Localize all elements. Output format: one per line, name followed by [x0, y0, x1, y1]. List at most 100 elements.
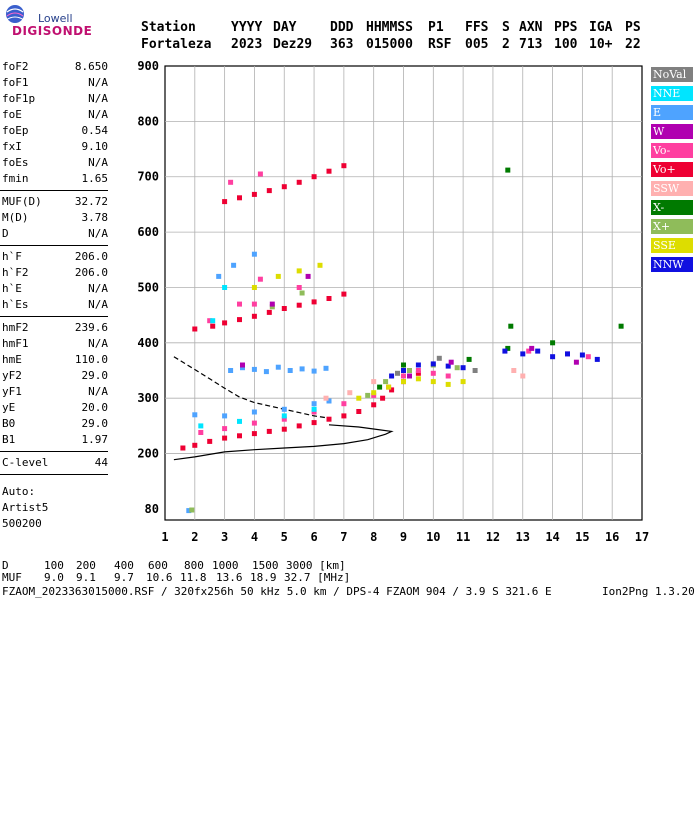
echo-point-vo — [326, 416, 332, 422]
param-value: 32.72 — [74, 195, 108, 208]
param-row: h`F2 206.0 — [2, 265, 108, 281]
header-value-p1: RSF — [428, 37, 452, 52]
echo-point-nnw — [415, 362, 421, 368]
header-label-ddd: DDD — [330, 20, 354, 35]
param-name: fxI — [2, 140, 22, 153]
echo-point-vo — [237, 317, 242, 323]
legend-item-x: X- — [651, 200, 693, 215]
param-row: MUF(D) 32.72 — [2, 194, 108, 210]
param-value: 239.6 — [74, 321, 108, 334]
footer-muf-value: 9.0 — [44, 571, 64, 584]
x-tick-label: 2 — [191, 530, 198, 544]
y-tick-label: 200 — [137, 447, 159, 461]
footer-file-info: FZAOM_2023363015000.RSF / 320fx256h 50 k… — [2, 585, 552, 598]
echo-point-nnw — [460, 365, 466, 371]
param-value: N/A — [88, 227, 108, 240]
echo-point-w — [407, 373, 412, 379]
echo-point-vo — [281, 416, 287, 422]
param-row: fxI 9.10 — [2, 139, 108, 155]
echo-point-vo — [415, 368, 421, 373]
echo-point-vo — [311, 174, 317, 180]
echo-point-vo — [237, 195, 242, 201]
footer-d-value: 200 — [76, 559, 96, 572]
echo-point-nnw — [535, 348, 541, 354]
param-row: yF1 N/A — [2, 384, 108, 400]
param-row: h`Es N/A — [2, 297, 108, 313]
legend-item-vo: Vo+ — [651, 162, 693, 177]
header-label-pps: PPS — [554, 20, 578, 35]
echo-point-vo — [251, 420, 257, 426]
echo-point-noval — [436, 355, 442, 361]
echo-point-vo — [192, 442, 198, 448]
echo-point-vo — [341, 163, 347, 169]
echo-point-x — [189, 507, 195, 513]
scaled-parameters-panel: foF2 8.650 foF1 N/A foF1p N/A foE N/A foEp 0.54 fx… — [0, 59, 112, 479]
echo-point-w — [573, 359, 579, 365]
echo-point-vo — [257, 171, 263, 177]
footer-d-value: 600 — [148, 559, 168, 572]
x-tick-label: 12 — [486, 530, 500, 544]
param-value: 44 — [94, 456, 108, 469]
echo-point-sse — [356, 395, 362, 401]
param-name: C-level — [2, 456, 49, 469]
y-tick-label: 600 — [137, 225, 159, 239]
param-row: fmin 1.65 — [2, 171, 108, 187]
echo-point-x — [466, 356, 472, 362]
x-tick-label: 8 — [370, 530, 377, 544]
echo-point-nnw — [430, 361, 436, 367]
x-tick-label: 11 — [456, 530, 470, 544]
param-value: N/A — [88, 298, 108, 311]
legend-item-nnw: NNW — [651, 257, 693, 272]
echo-point-vo — [430, 370, 436, 376]
y-tick-label: 700 — [137, 170, 159, 184]
y-tick-label: 80 — [145, 502, 159, 516]
echo-point-x — [377, 384, 383, 390]
echo-point-vo — [371, 402, 377, 408]
param-value: N/A — [88, 282, 108, 295]
x-tick-label: 5 — [281, 530, 288, 544]
echo-point-vo — [222, 435, 228, 441]
echo-point-vo — [198, 430, 204, 435]
footer-muf-value: 10.6 — [146, 571, 173, 584]
param-separator — [0, 316, 108, 317]
echo-point-vo — [526, 348, 532, 354]
echo-point-vo — [192, 326, 198, 332]
header-label-ffs: FFS — [465, 20, 489, 35]
echo-point-x — [269, 304, 275, 310]
echo-point-x — [454, 365, 460, 371]
echo-point-sse — [460, 379, 466, 385]
echo-point-noval — [395, 370, 400, 376]
x-tick-label: 3 — [221, 530, 228, 544]
echo-point-nne — [311, 406, 317, 412]
echo-point-x — [401, 362, 406, 368]
echo-point-e — [287, 368, 293, 373]
echo-point-e — [216, 273, 222, 279]
param-separator — [0, 474, 108, 475]
y-tick-label: 900 — [137, 59, 159, 73]
param-row: B0 29.0 — [2, 416, 108, 432]
echo-point-vo — [222, 199, 228, 205]
param-name: foE — [2, 108, 22, 121]
param-name: h`Es — [2, 298, 29, 311]
echo-point-e — [263, 369, 269, 375]
echo-point-vo — [251, 431, 257, 437]
echo-point-vo — [401, 373, 406, 379]
echo-point-vo — [356, 409, 362, 414]
param-name: yE — [2, 401, 16, 414]
param-name: foEp — [2, 124, 29, 137]
echo-point-vo — [326, 296, 332, 301]
param-name: MUF(D) — [2, 195, 42, 208]
echo-point-vo — [281, 184, 287, 190]
param-row: foF2 8.650 — [2, 59, 108, 75]
echo-point-vo — [257, 276, 263, 282]
footer-muf-value: 9.7 — [114, 571, 134, 584]
param-name: foF1p — [2, 92, 36, 105]
echo-point-e — [231, 262, 237, 268]
param-name: B0 — [2, 417, 16, 430]
param-value: 110.0 — [74, 353, 108, 366]
profile-dashed — [173, 356, 330, 419]
echo-point-nnw — [579, 352, 585, 358]
param-name: yF2 — [2, 369, 22, 382]
param-separator — [0, 190, 108, 191]
echo-point-vo — [222, 426, 228, 432]
